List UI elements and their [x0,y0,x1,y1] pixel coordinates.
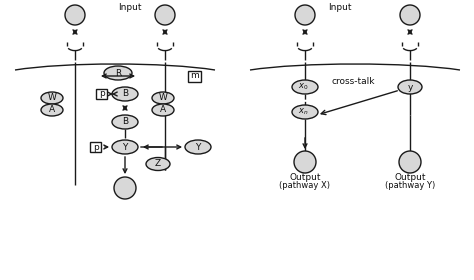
Circle shape [294,151,316,173]
Text: W: W [159,94,167,102]
Ellipse shape [152,92,174,104]
Ellipse shape [146,157,170,171]
Text: (pathway X): (pathway X) [280,181,330,190]
Ellipse shape [41,104,63,116]
Bar [189,71,201,81]
Ellipse shape [41,92,63,104]
Text: $x_0$: $x_0$ [298,82,308,92]
Ellipse shape [398,80,422,94]
Text: Input: Input [328,4,352,13]
Text: (pathway Y): (pathway Y) [385,181,435,190]
Bar [91,142,101,152]
Text: p: p [99,90,105,99]
Ellipse shape [292,105,318,119]
Text: p: p [93,143,99,151]
Text: Output: Output [289,172,321,181]
Bar [97,89,108,99]
Text: B: B [122,90,128,99]
Text: Input: Input [118,4,142,13]
Ellipse shape [112,140,138,154]
Text: A: A [49,106,55,115]
Circle shape [295,5,315,25]
Text: cross-talk: cross-talk [331,78,375,87]
Text: y: y [407,83,413,92]
Text: Y: Y [122,143,128,151]
Text: Output: Output [394,172,426,181]
Circle shape [399,151,421,173]
Text: m: m [191,71,200,81]
Ellipse shape [104,66,132,80]
Circle shape [155,5,175,25]
Ellipse shape [292,80,318,94]
Circle shape [114,177,136,199]
Ellipse shape [112,115,138,129]
Text: A: A [160,106,166,115]
Text: Z: Z [155,160,161,169]
Ellipse shape [152,104,174,116]
Text: W: W [47,94,56,102]
Text: R: R [115,69,121,78]
Text: $x_n$: $x_n$ [298,107,308,117]
Text: B: B [122,118,128,127]
Circle shape [400,5,420,25]
Ellipse shape [112,87,138,101]
Text: Y: Y [195,143,201,151]
Circle shape [65,5,85,25]
Ellipse shape [185,140,211,154]
